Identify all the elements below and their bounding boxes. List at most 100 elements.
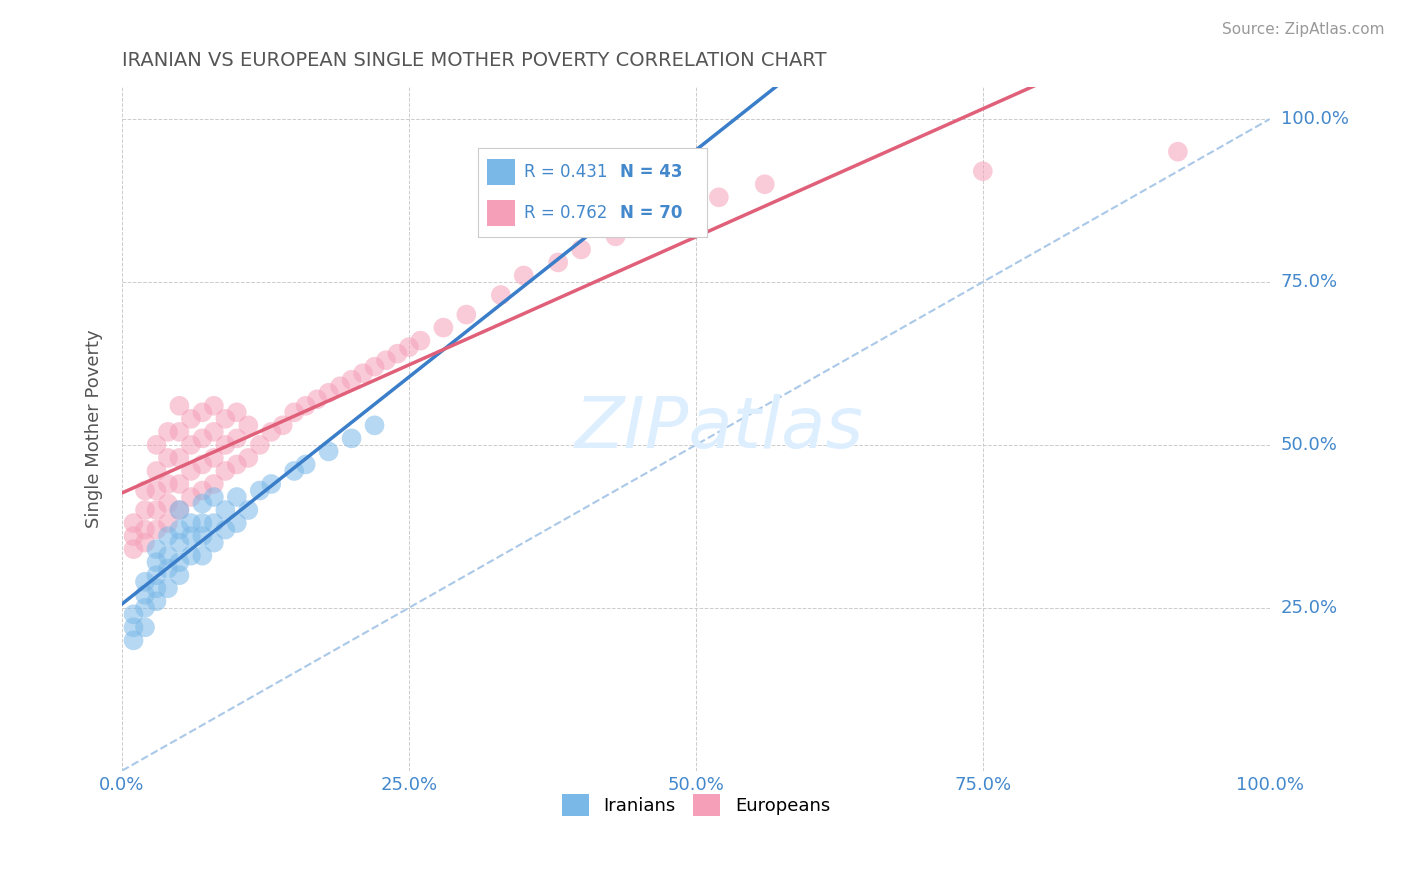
Point <box>398 340 420 354</box>
Point <box>169 535 191 549</box>
Point <box>202 399 225 413</box>
Point <box>260 425 283 439</box>
Point <box>191 516 214 530</box>
Point <box>169 503 191 517</box>
Text: 100.0%: 100.0% <box>1281 110 1348 128</box>
Point <box>318 444 340 458</box>
Point <box>432 320 454 334</box>
Point <box>156 562 179 576</box>
Point <box>145 438 167 452</box>
Point <box>145 594 167 608</box>
Point <box>169 477 191 491</box>
Point <box>156 450 179 465</box>
Point <box>122 633 145 648</box>
Point <box>156 497 179 511</box>
Point <box>180 464 202 478</box>
Point <box>569 243 592 257</box>
Point <box>169 450 191 465</box>
Point <box>271 418 294 433</box>
Point <box>191 458 214 472</box>
Point <box>363 418 385 433</box>
Text: IRANIAN VS EUROPEAN SINGLE MOTHER POVERTY CORRELATION CHART: IRANIAN VS EUROPEAN SINGLE MOTHER POVERT… <box>122 51 827 70</box>
Point <box>134 483 156 498</box>
Point <box>156 516 179 530</box>
Point <box>145 581 167 595</box>
Point <box>180 438 202 452</box>
Point <box>283 464 305 478</box>
Point <box>169 568 191 582</box>
Point <box>238 450 260 465</box>
Point <box>340 431 363 445</box>
Point <box>214 438 236 452</box>
Point <box>707 190 730 204</box>
Point <box>191 483 214 498</box>
Point <box>180 529 202 543</box>
Point <box>202 450 225 465</box>
Point <box>134 523 156 537</box>
Point <box>512 268 534 283</box>
Point <box>375 353 398 368</box>
Point <box>662 210 685 224</box>
Point <box>156 529 179 543</box>
Point <box>214 503 236 517</box>
Point <box>134 588 156 602</box>
Point <box>122 607 145 622</box>
Point <box>122 620 145 634</box>
Point <box>456 308 478 322</box>
Point <box>294 399 316 413</box>
Point <box>156 549 179 563</box>
Point <box>191 497 214 511</box>
Point <box>145 555 167 569</box>
Point <box>1167 145 1189 159</box>
Point <box>225 490 247 504</box>
Point <box>202 535 225 549</box>
Point <box>191 549 214 563</box>
Point <box>249 438 271 452</box>
Point <box>191 431 214 445</box>
Point <box>122 542 145 557</box>
Legend: Iranians, Europeans: Iranians, Europeans <box>554 787 838 823</box>
Point <box>283 405 305 419</box>
Point <box>169 503 191 517</box>
Point <box>605 229 627 244</box>
Point <box>489 288 512 302</box>
Point <box>238 503 260 517</box>
Point <box>547 255 569 269</box>
Point <box>180 490 202 504</box>
Point <box>307 392 329 407</box>
Point <box>225 405 247 419</box>
Point <box>134 620 156 634</box>
Point <box>238 418 260 433</box>
Point <box>191 529 214 543</box>
Point <box>122 529 145 543</box>
Point <box>214 464 236 478</box>
Point <box>202 425 225 439</box>
Point <box>202 516 225 530</box>
Point <box>329 379 352 393</box>
Point <box>169 523 191 537</box>
Point <box>145 542 167 557</box>
Point <box>134 600 156 615</box>
Point <box>169 555 191 569</box>
Point <box>363 359 385 374</box>
Text: 50.0%: 50.0% <box>1281 436 1337 454</box>
Point <box>145 523 167 537</box>
Point <box>191 405 214 419</box>
Point <box>134 574 156 589</box>
Point <box>134 535 156 549</box>
Point <box>294 458 316 472</box>
Text: 75.0%: 75.0% <box>1281 273 1339 291</box>
Point <box>134 503 156 517</box>
Point <box>156 581 179 595</box>
Point <box>145 483 167 498</box>
Point <box>145 503 167 517</box>
Y-axis label: Single Mother Poverty: Single Mother Poverty <box>86 329 103 528</box>
Point <box>156 425 179 439</box>
Point <box>754 178 776 192</box>
Point <box>225 431 247 445</box>
Point <box>202 477 225 491</box>
Point <box>972 164 994 178</box>
Point <box>180 549 202 563</box>
Point <box>202 490 225 504</box>
Point <box>145 464 167 478</box>
